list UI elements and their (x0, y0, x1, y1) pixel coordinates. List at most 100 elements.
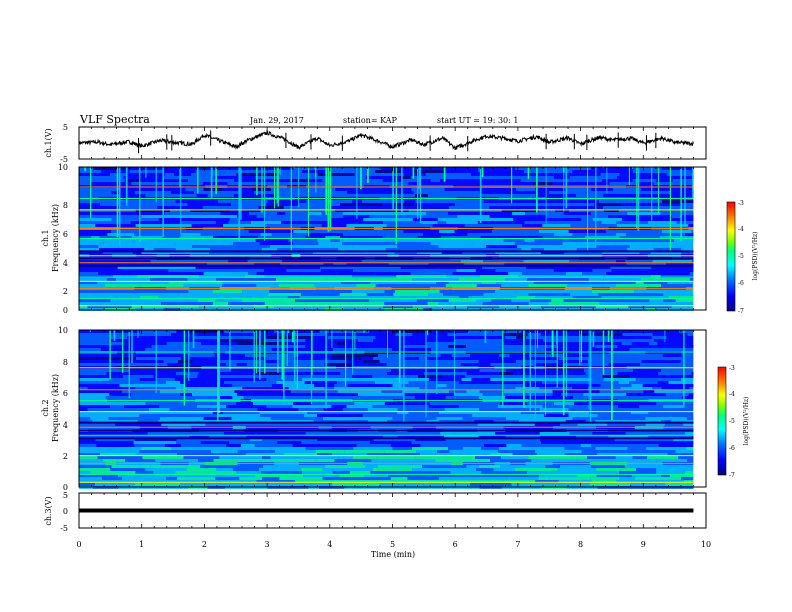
ch1-spec-cell-990 (162, 299, 198, 302)
ch1-spec-cell-222 (576, 194, 604, 197)
ch1-spec-cell-53 (354, 173, 377, 176)
ch1-spec-cell-552 (339, 239, 385, 242)
ch1-spec-cell-719 (79, 263, 121, 266)
ch1-spec-cell-852 (117, 281, 158, 284)
ch2-spec-cell-512 (275, 396, 323, 399)
ch2-spec-cell-615 (612, 408, 658, 411)
ch1-spec-cell-540 (619, 236, 660, 239)
ch2-spec-cell-674 (392, 417, 437, 420)
ch2-spec-cell-197 (451, 354, 471, 357)
ch1-spec-cell-742 (221, 266, 268, 269)
ch2-spec-cell-451 (515, 387, 540, 390)
ch2-spec-cell-650 (400, 414, 422, 417)
ch1-spec-cell-1024 (438, 302, 483, 305)
ch2-spec-cell-327 (165, 372, 176, 375)
ch1-spec-cell-888 (501, 284, 529, 287)
ch1-spec-cell-627 (681, 248, 694, 251)
ch1-spec-cell-724 (254, 263, 281, 266)
ch2-spec-cell-1161 (276, 483, 304, 486)
ch2-spec-cell-1129 (681, 477, 694, 480)
ch1-spec-cell-752 (482, 266, 527, 269)
ch1-spec-cell-1039 (274, 305, 287, 308)
ch2-spec-cell-606 (367, 408, 398, 411)
ch2-spec-cell-446 (334, 387, 382, 390)
ch2-spec-cell-1127 (619, 477, 635, 480)
ch1-spec-cell-617 (415, 248, 444, 251)
ch2-spec-cell-900 (595, 447, 628, 450)
ch1-spec-cell-987 (79, 299, 111, 302)
ch2-spec-cell-663 (90, 417, 109, 420)
ch1-spec-cell-762 (193, 269, 240, 272)
ch2-spec-cell-1104 (631, 474, 662, 477)
ch1-spec-cell-440 (505, 224, 522, 227)
ch2-spec-cell-1030 (365, 465, 378, 468)
ch2-spec-cell-419 (232, 384, 272, 387)
ch2-spec-cell-267 (281, 363, 325, 366)
ch1-spec-cell-745 (320, 266, 335, 269)
ch1-spec-cell-297 (176, 206, 203, 209)
ch1-spec-cell-163 (132, 188, 178, 191)
ch1-spec-cell-1000 (416, 299, 449, 302)
ch2-spec-cell-616 (657, 408, 682, 411)
ch1-spec-cell-785 (256, 272, 290, 275)
ch2-spec-cell-873 (442, 444, 484, 447)
ch2-spec-cell-465 (234, 390, 265, 393)
ch2-spec-cell-511 (243, 396, 276, 399)
ch2-spec-cell-954 (262, 456, 271, 459)
ch2-spec-cell-487 (180, 393, 192, 396)
ch1-spec-cell-976 (459, 296, 469, 299)
ch1-spec-cell-511 (503, 233, 545, 236)
ch2-spec-cell-1148 (578, 480, 592, 483)
ch2-spec-cell-1140 (371, 480, 383, 483)
ch2-spec-cell-601 (224, 408, 258, 411)
ch1-spec-cell-584 (98, 245, 143, 248)
ch2-spec-cell-915 (384, 450, 417, 453)
ch2-spec-cell-387 (550, 378, 574, 381)
ch2-spec-cell-1084 (596, 471, 620, 474)
ch1-spec-cell-725 (280, 263, 324, 266)
ch1-spec-cell-556 (503, 239, 525, 242)
ch1-spec-cell-113 (656, 179, 673, 182)
ch1-spec-cell-781 (134, 272, 169, 275)
ch1-spec-cell-22 (129, 170, 164, 173)
ch1-spec-cell-844 (550, 278, 589, 281)
ch2-colorbar-label: log(PSD)(V²/Hz) (743, 397, 750, 446)
ch1-spec-cell-76 (366, 176, 387, 179)
ch2-spec-cell-306 (175, 369, 220, 372)
ch1-spec-cell-537 (502, 236, 543, 239)
ch2-spec-cell-857 (645, 441, 686, 444)
ch2-spec-cell-100 (337, 342, 346, 345)
ch2-spec-cell-380 (358, 378, 403, 381)
ch1-colorbar (726, 201, 736, 312)
ch1-spec-cell-560 (597, 239, 628, 242)
ch2-spec-cell-413 (657, 381, 669, 384)
ch1-spec-cell-519 (79, 236, 92, 239)
ch2-spec-cell-79 (357, 339, 374, 342)
ch2-spec-cell-1112 (215, 477, 240, 480)
ch2-spec-cell-643 (172, 414, 218, 417)
ch2-spec-cell-496 (482, 393, 515, 396)
ch1-spec-cell-264 (569, 200, 600, 203)
ch2-spec-cell-386 (518, 378, 551, 381)
ch1-spec-cell-797 (582, 272, 607, 275)
ch1-spec-cell-533 (382, 236, 418, 239)
ch2-spec-cell-713 (253, 423, 282, 426)
ch2-spec-cell-274 (535, 363, 564, 366)
ch1-spec-cell-59 (470, 173, 498, 176)
ch1-spec-cell-645 (514, 251, 541, 254)
ch2-ytick-6: 6 (63, 389, 68, 398)
ch2-spec-cell-29 (171, 333, 205, 336)
ch1-spec-cell-553 (384, 239, 424, 242)
ch1-spec-cell-223 (603, 194, 646, 197)
ch2-spec-cell-1027 (263, 465, 283, 468)
ch1-spec-cell-893 (661, 284, 693, 287)
ch1-spec-cell-107 (520, 179, 535, 182)
ch1-spec-cell-1029 (599, 302, 647, 305)
ch1-spec-cell-119 (163, 182, 203, 185)
ch2-spec-cell-1167 (404, 483, 424, 486)
ch1-spec-cell-4 (177, 167, 209, 170)
ch2-spec-cell-987 (455, 459, 491, 462)
ch2-spec-cell-367 (629, 375, 671, 378)
ch1-spec-cell-723 (219, 263, 254, 266)
ch1-spec-cell-36 (487, 170, 525, 173)
